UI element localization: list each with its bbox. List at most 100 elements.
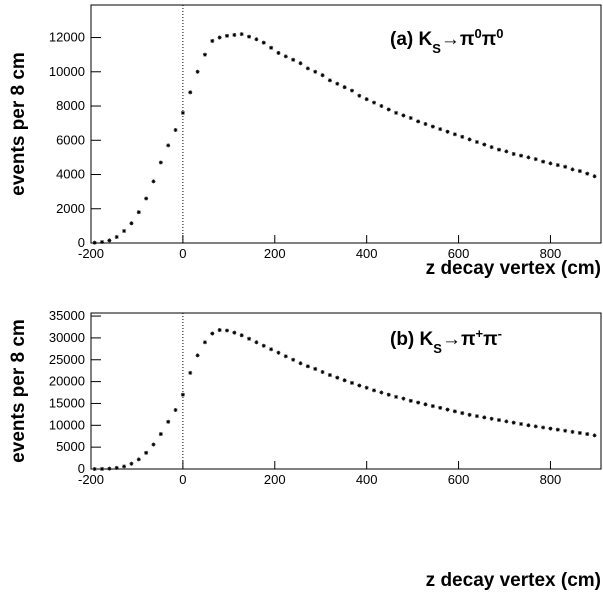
data-point bbox=[372, 388, 377, 393]
data-point bbox=[107, 238, 112, 243]
data-point bbox=[320, 369, 325, 374]
data-point bbox=[247, 336, 252, 341]
data-point bbox=[114, 465, 119, 470]
data-point bbox=[225, 33, 229, 38]
data-point bbox=[122, 464, 127, 469]
data-point bbox=[283, 54, 288, 59]
data-point bbox=[430, 124, 435, 129]
data-point bbox=[482, 415, 487, 420]
data-point bbox=[548, 161, 553, 166]
y-tick-label: 35000 bbox=[49, 308, 85, 323]
data-point bbox=[261, 40, 266, 45]
data-point bbox=[166, 419, 171, 424]
data-point bbox=[364, 97, 369, 102]
data-point bbox=[577, 169, 582, 174]
x-tick-label: 800 bbox=[540, 246, 562, 261]
data-point bbox=[327, 78, 332, 83]
data-point bbox=[283, 354, 288, 359]
annotation-part: - bbox=[498, 326, 502, 341]
data-point bbox=[298, 361, 303, 366]
data-point bbox=[364, 385, 369, 390]
data-point bbox=[276, 50, 281, 55]
x-tick-label: 600 bbox=[448, 246, 470, 261]
y-tick-label: 0 bbox=[78, 461, 85, 476]
data-point bbox=[460, 134, 465, 139]
data-point bbox=[577, 430, 582, 435]
data-point bbox=[173, 408, 178, 413]
annotation-part: →π bbox=[441, 29, 475, 50]
data-point bbox=[379, 104, 384, 109]
y-tick-label: 10000 bbox=[49, 64, 85, 79]
data-point bbox=[100, 466, 105, 471]
data-point bbox=[372, 100, 377, 105]
data-point bbox=[541, 159, 546, 164]
data-point bbox=[276, 350, 281, 355]
data-point bbox=[298, 61, 303, 66]
y-tick-label: 6000 bbox=[56, 132, 85, 147]
data-point bbox=[129, 221, 134, 226]
data-point bbox=[158, 160, 163, 165]
x-tick-label: -200 bbox=[78, 472, 104, 487]
data-point bbox=[342, 378, 347, 383]
data-point bbox=[357, 93, 362, 98]
data-point bbox=[533, 157, 538, 162]
y-tick-label: 4000 bbox=[56, 167, 85, 182]
data-point bbox=[438, 127, 443, 132]
data-point bbox=[489, 145, 494, 150]
data-point bbox=[239, 32, 244, 37]
data-point bbox=[232, 330, 237, 335]
x-tick-label: -200 bbox=[78, 246, 104, 261]
data-point bbox=[92, 467, 97, 471]
data-point bbox=[291, 357, 296, 362]
annotation: (b) KS→π+π- bbox=[390, 326, 502, 356]
data-point bbox=[195, 353, 200, 358]
annotation-part: 0 bbox=[474, 26, 481, 41]
data-point bbox=[401, 113, 406, 118]
annotation-part: (a) K bbox=[390, 29, 433, 50]
data-point bbox=[357, 383, 362, 388]
data-point bbox=[467, 137, 472, 142]
data-point bbox=[526, 423, 531, 428]
y-tick-label: 20000 bbox=[49, 374, 85, 389]
data-point bbox=[526, 155, 531, 160]
y-tick-label: 5000 bbox=[56, 439, 85, 454]
data-point bbox=[144, 450, 149, 455]
data-point bbox=[416, 400, 421, 405]
data-point bbox=[210, 331, 215, 336]
data-point bbox=[239, 333, 244, 338]
annotation-part: S bbox=[433, 341, 442, 356]
data-point bbox=[188, 370, 193, 375]
data-point bbox=[482, 142, 487, 147]
data-point bbox=[416, 119, 421, 124]
data-point bbox=[210, 38, 215, 43]
data-point bbox=[261, 343, 266, 348]
x-tick-label: 0 bbox=[179, 246, 186, 261]
data-point bbox=[335, 81, 340, 86]
data-point bbox=[445, 129, 450, 134]
x-tick-label: 0 bbox=[179, 472, 186, 487]
x-tick-label: 200 bbox=[264, 472, 286, 487]
data-point bbox=[511, 151, 516, 156]
data-point bbox=[136, 210, 141, 215]
data-point bbox=[504, 419, 509, 424]
data-point bbox=[349, 88, 354, 93]
data-point bbox=[335, 375, 340, 380]
annotation-part: (b) K bbox=[390, 329, 434, 350]
data-point bbox=[570, 167, 575, 172]
y-tick-label: 0 bbox=[78, 235, 85, 250]
annotation-part: π bbox=[482, 29, 497, 50]
data-point bbox=[180, 110, 185, 115]
annotation-part: 0 bbox=[496, 26, 503, 41]
y-tick-label: 15000 bbox=[49, 395, 85, 410]
data-point bbox=[342, 85, 347, 90]
data-point bbox=[592, 433, 597, 438]
data-point bbox=[519, 153, 524, 158]
data-point bbox=[254, 37, 259, 42]
data-point bbox=[107, 466, 112, 471]
data-point bbox=[467, 412, 472, 417]
data-point bbox=[452, 409, 457, 414]
data-point bbox=[585, 432, 590, 437]
data-point bbox=[452, 132, 457, 137]
data-point bbox=[173, 127, 178, 132]
